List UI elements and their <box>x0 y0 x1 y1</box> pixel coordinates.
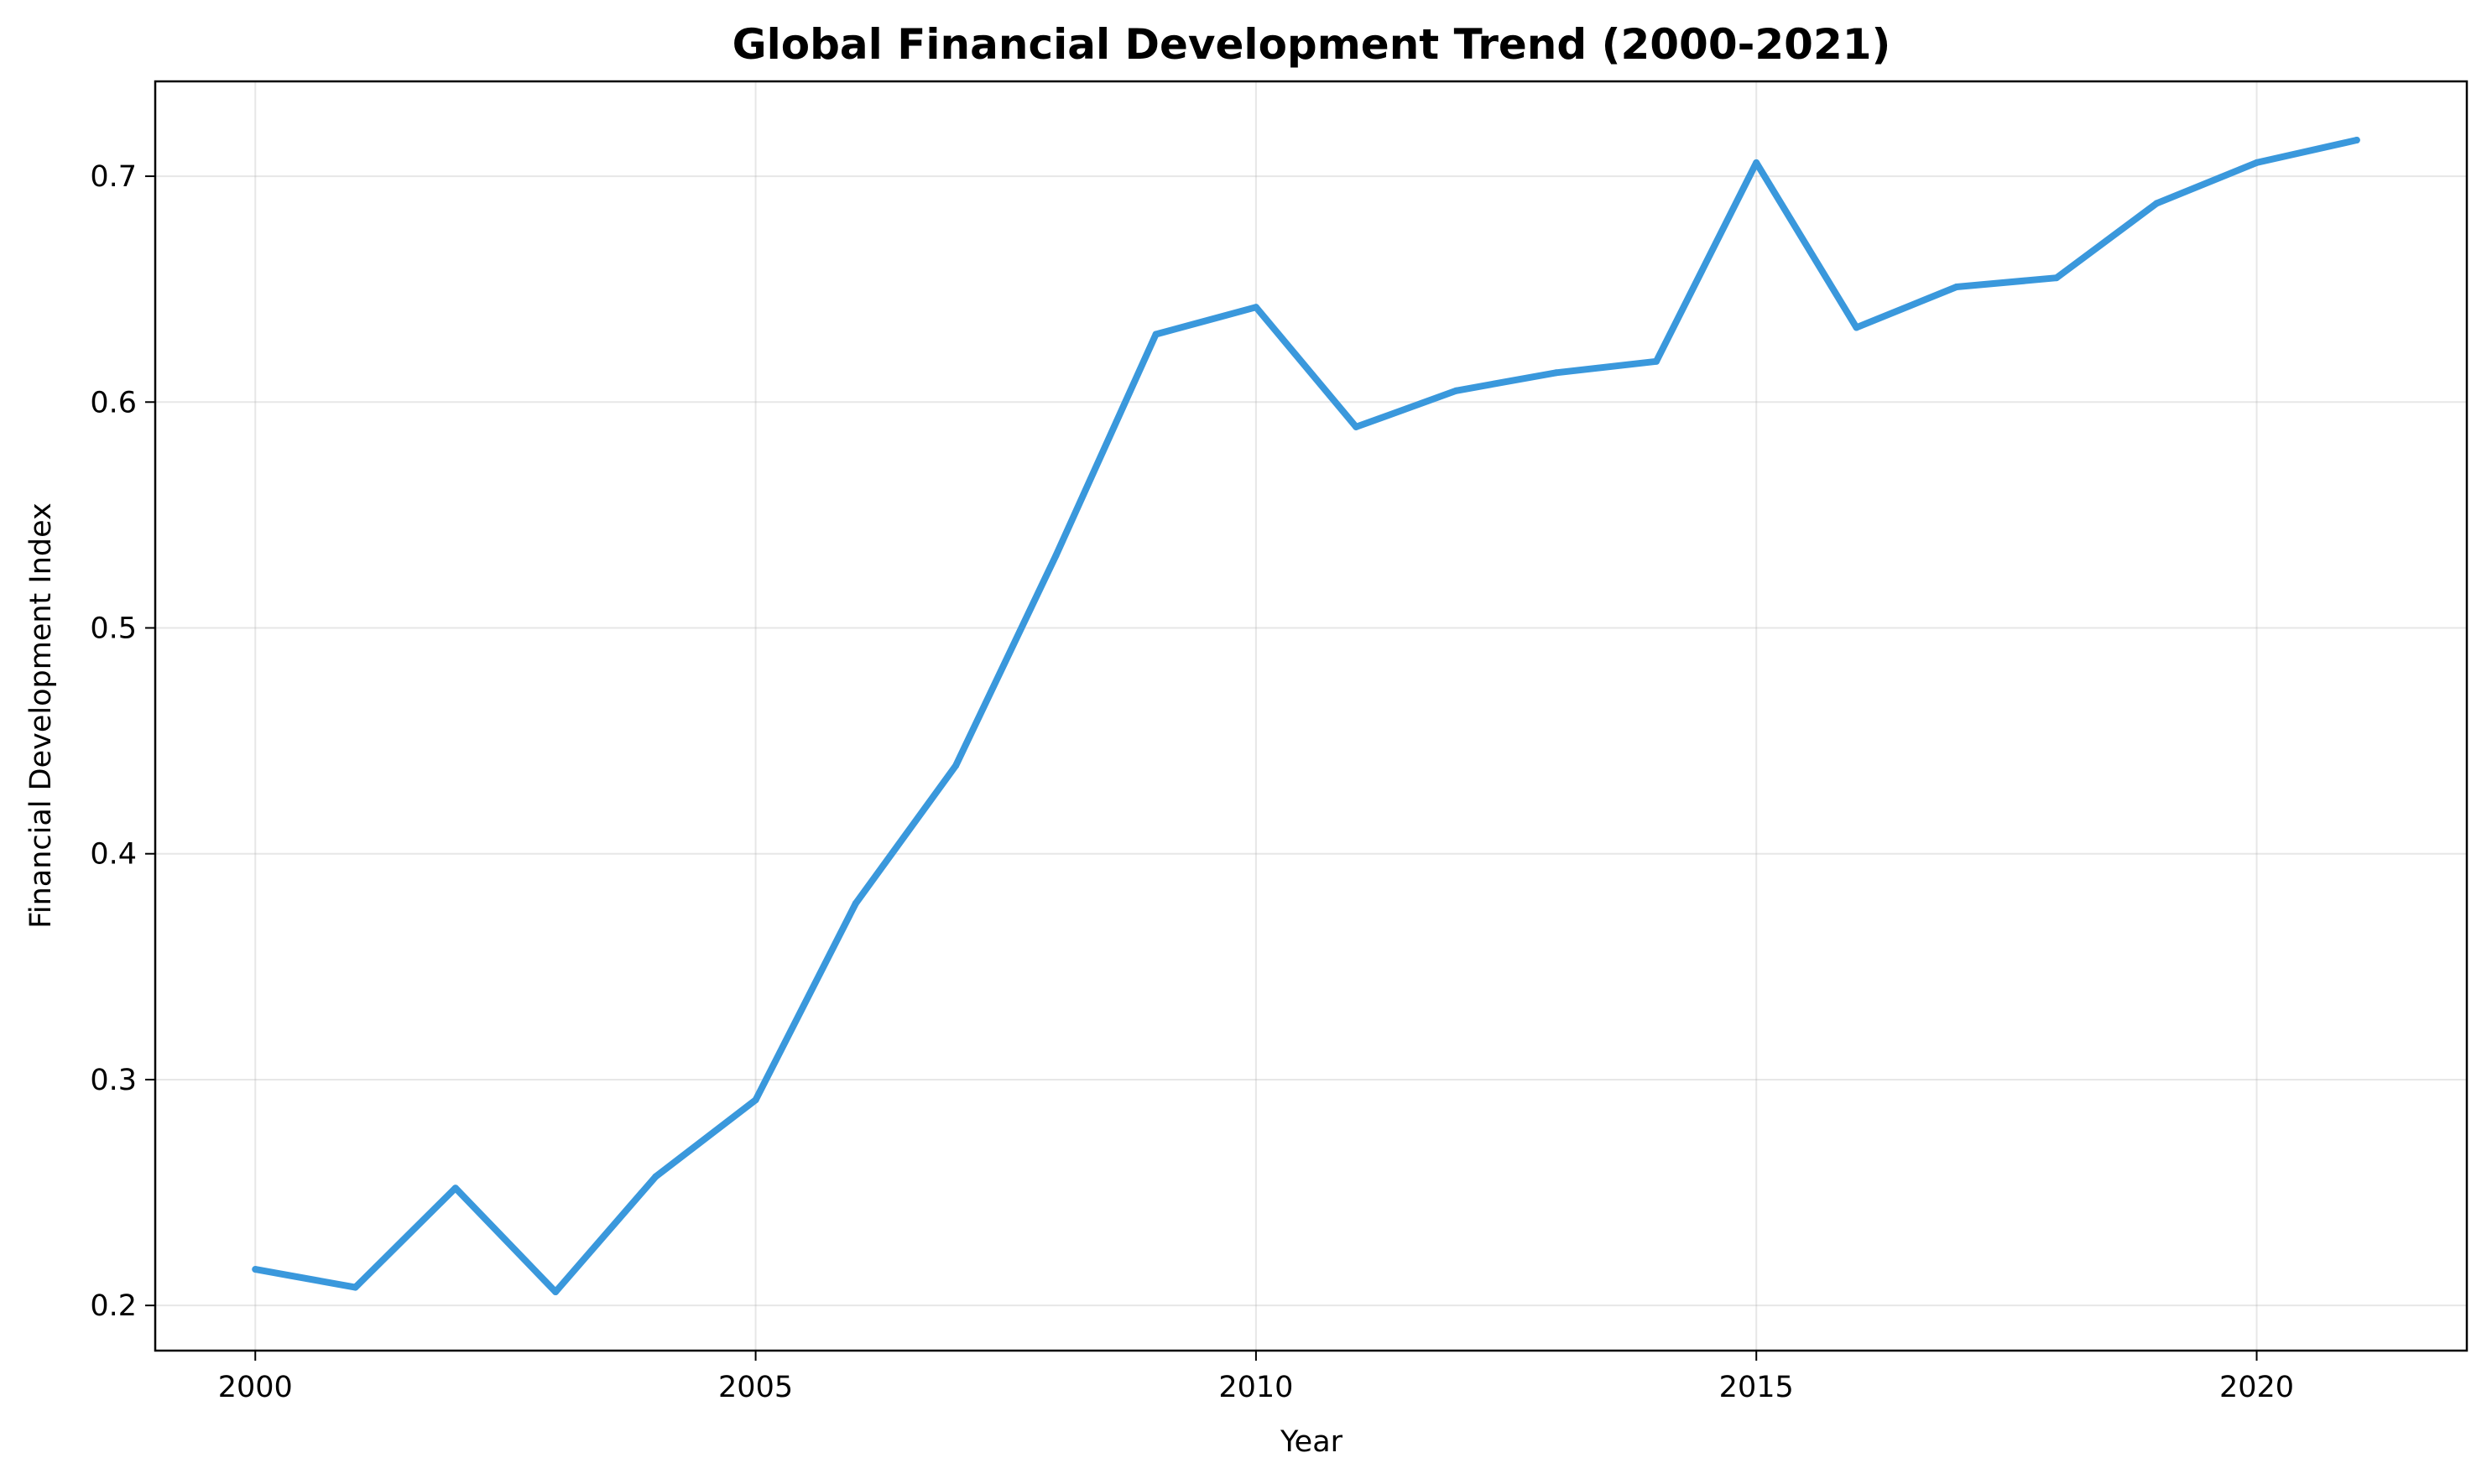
x-tick-label: 2020 <box>2219 1371 2294 1404</box>
data-point <box>1152 331 1160 338</box>
data-point <box>752 1096 759 1104</box>
grid <box>155 81 2467 1351</box>
data-point <box>852 900 859 907</box>
y-tick-label: 0.6 <box>90 386 137 419</box>
data-point <box>2253 159 2260 166</box>
data-point <box>952 762 960 769</box>
y-tick-label: 0.3 <box>90 1064 137 1097</box>
data-point <box>1552 369 1560 377</box>
series-line <box>252 137 2360 1295</box>
x-tick-label: 2015 <box>1719 1371 1794 1404</box>
data-point <box>1052 552 1060 560</box>
data-point <box>1952 284 1960 290</box>
x-tick-label: 2000 <box>218 1371 293 1404</box>
data-point <box>2153 200 2161 207</box>
data-point <box>352 1284 359 1291</box>
data-point <box>1252 304 1259 311</box>
data-point <box>552 1289 560 1295</box>
y-axis-label: Financial Development Index <box>24 502 58 928</box>
data-point <box>451 1185 459 1192</box>
x-tick-label: 2005 <box>718 1371 793 1404</box>
data-point <box>1653 357 1660 365</box>
y-tick-label: 0.4 <box>90 838 137 872</box>
y-tick-label: 0.7 <box>90 160 137 194</box>
data-point <box>1853 324 1860 331</box>
x-axis: 2000 2005 2010 2015 2020 <box>218 1351 2294 1404</box>
data-point <box>1353 423 1360 430</box>
y-tick-label: 0.2 <box>90 1289 137 1323</box>
data-point <box>252 1266 259 1273</box>
data-point <box>1452 387 1460 394</box>
plot-frame <box>154 80 2469 1352</box>
data-point <box>2353 137 2360 143</box>
chart-title: Global Financial Development Trend (2000… <box>732 20 1891 69</box>
x-tick-label: 2010 <box>1218 1371 1293 1404</box>
x-axis-label: Year <box>1280 1425 1343 1459</box>
data-point <box>652 1173 659 1180</box>
data-point <box>2053 274 2060 282</box>
series-layer <box>252 137 2360 1295</box>
y-tick-label: 0.5 <box>90 612 137 646</box>
y-axis: 0.2 0.3 0.4 0.5 0.6 0.7 <box>90 160 155 1323</box>
data-point <box>1753 159 1760 166</box>
